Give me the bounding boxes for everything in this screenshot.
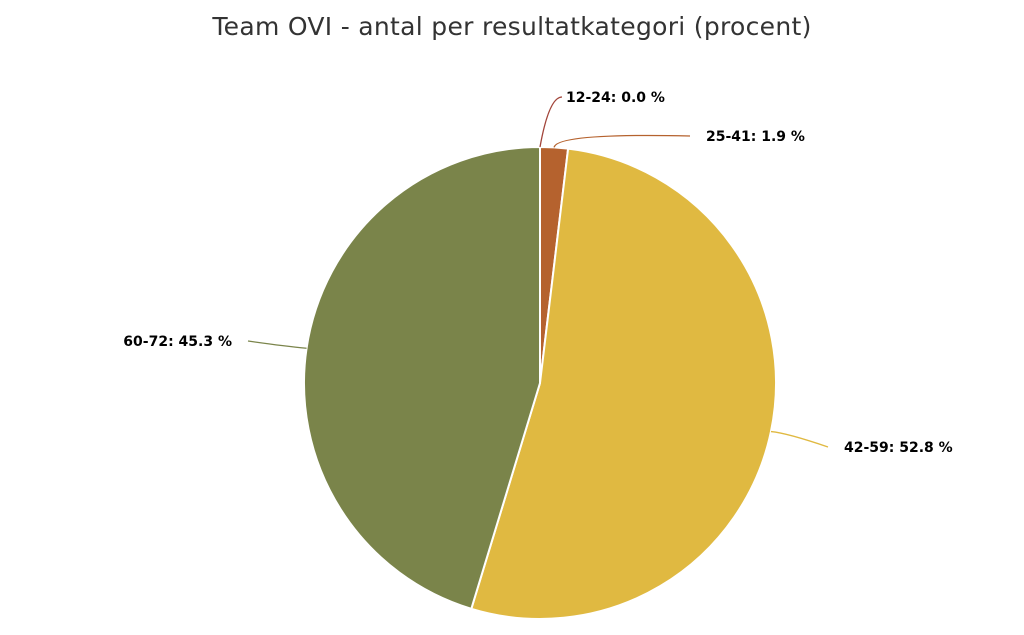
connector-42-59 — [770, 430, 829, 448]
pie-slice-60-72[interactable] — [303, 145, 541, 611]
chart-title: Team OVI - antal per resultatkategori (p… — [212, 12, 812, 41]
data-label-42-59: 42-59: 52.8 % — [844, 440, 953, 456]
label-connectors — [247, 96, 829, 448]
data-labels: 12-24: 0.0 % 25-41: 1.9 % 42-59: 52.8 % 60-… — [123, 90, 952, 456]
connector-25-41 — [553, 134, 691, 148]
pie-slices — [303, 145, 777, 620]
data-label-25-41: 25-41: 1.9 % — [706, 129, 805, 145]
connector-12-24 — [539, 96, 563, 148]
connector-60-72 — [247, 340, 307, 349]
data-label-60-72: 60-72: 45.3 % — [123, 334, 232, 350]
data-label-12-24: 12-24: 0.0 % — [566, 90, 665, 106]
